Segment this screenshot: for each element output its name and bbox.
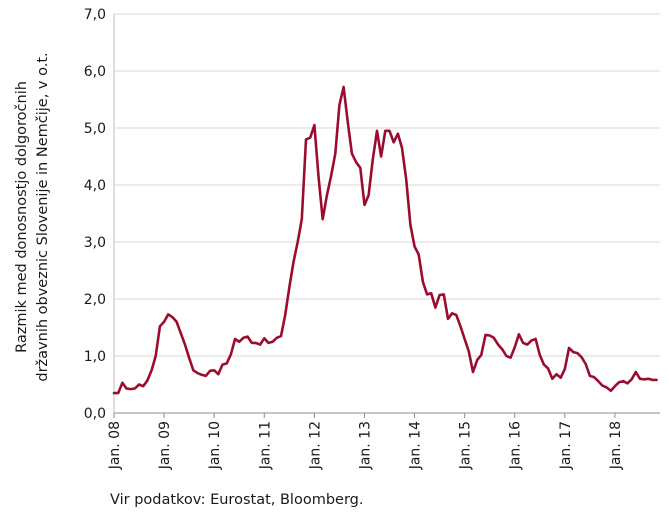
y-axis-label-line-2: državnih obveznic Slovenije in Nemčije, … xyxy=(35,52,51,381)
series-group xyxy=(112,85,658,395)
plot-frame xyxy=(113,14,660,414)
series-line xyxy=(112,85,658,395)
y-tick-label: 4,0 xyxy=(84,178,106,194)
x-tick-label: Jan. 13 xyxy=(357,421,373,470)
y-axis-label-line-1: Razmik med donosnostjo dolgoročnih xyxy=(14,81,30,353)
x-tick-label: Jan. 09 xyxy=(157,421,173,470)
x-tick-label: Jan. 16 xyxy=(508,421,524,470)
x-tick-label: Jan. 14 xyxy=(408,421,424,470)
y-tick-label: 3,0 xyxy=(84,235,106,251)
y-tick-label: 1,0 xyxy=(84,349,106,365)
grid xyxy=(114,13,660,414)
x-tick-label: Jan. 17 xyxy=(558,421,574,470)
y-axis-ticks: 0,0 1,0 2,0 3,0 4,0 5,0 6,0 7,0 xyxy=(84,7,106,422)
x-tick-label: Jan. 18 xyxy=(608,421,624,470)
y-tick-label: 5,0 xyxy=(84,121,106,137)
x-axis-ticks: Jan. 08 Jan. 09 Jan. 10 Jan. 11 Jan. 12 Jan. … xyxy=(107,413,624,470)
y-tick-label: 7,0 xyxy=(84,7,106,23)
y-tick-label: 6,0 xyxy=(84,64,106,80)
source-note: Vir podatkov: Eurostat, Bloomberg. xyxy=(110,492,364,508)
x-tick-label: Jan. 12 xyxy=(307,421,323,470)
y-tick-label: 0,0 xyxy=(84,406,106,422)
x-tick-label: Jan. 08 xyxy=(107,421,123,470)
x-tick-label: Jan. 10 xyxy=(207,421,223,470)
y-tick-label: 2,0 xyxy=(84,292,106,308)
x-tick-label: Jan. 11 xyxy=(257,421,273,470)
x-tick-label: Jan. 15 xyxy=(458,421,474,470)
